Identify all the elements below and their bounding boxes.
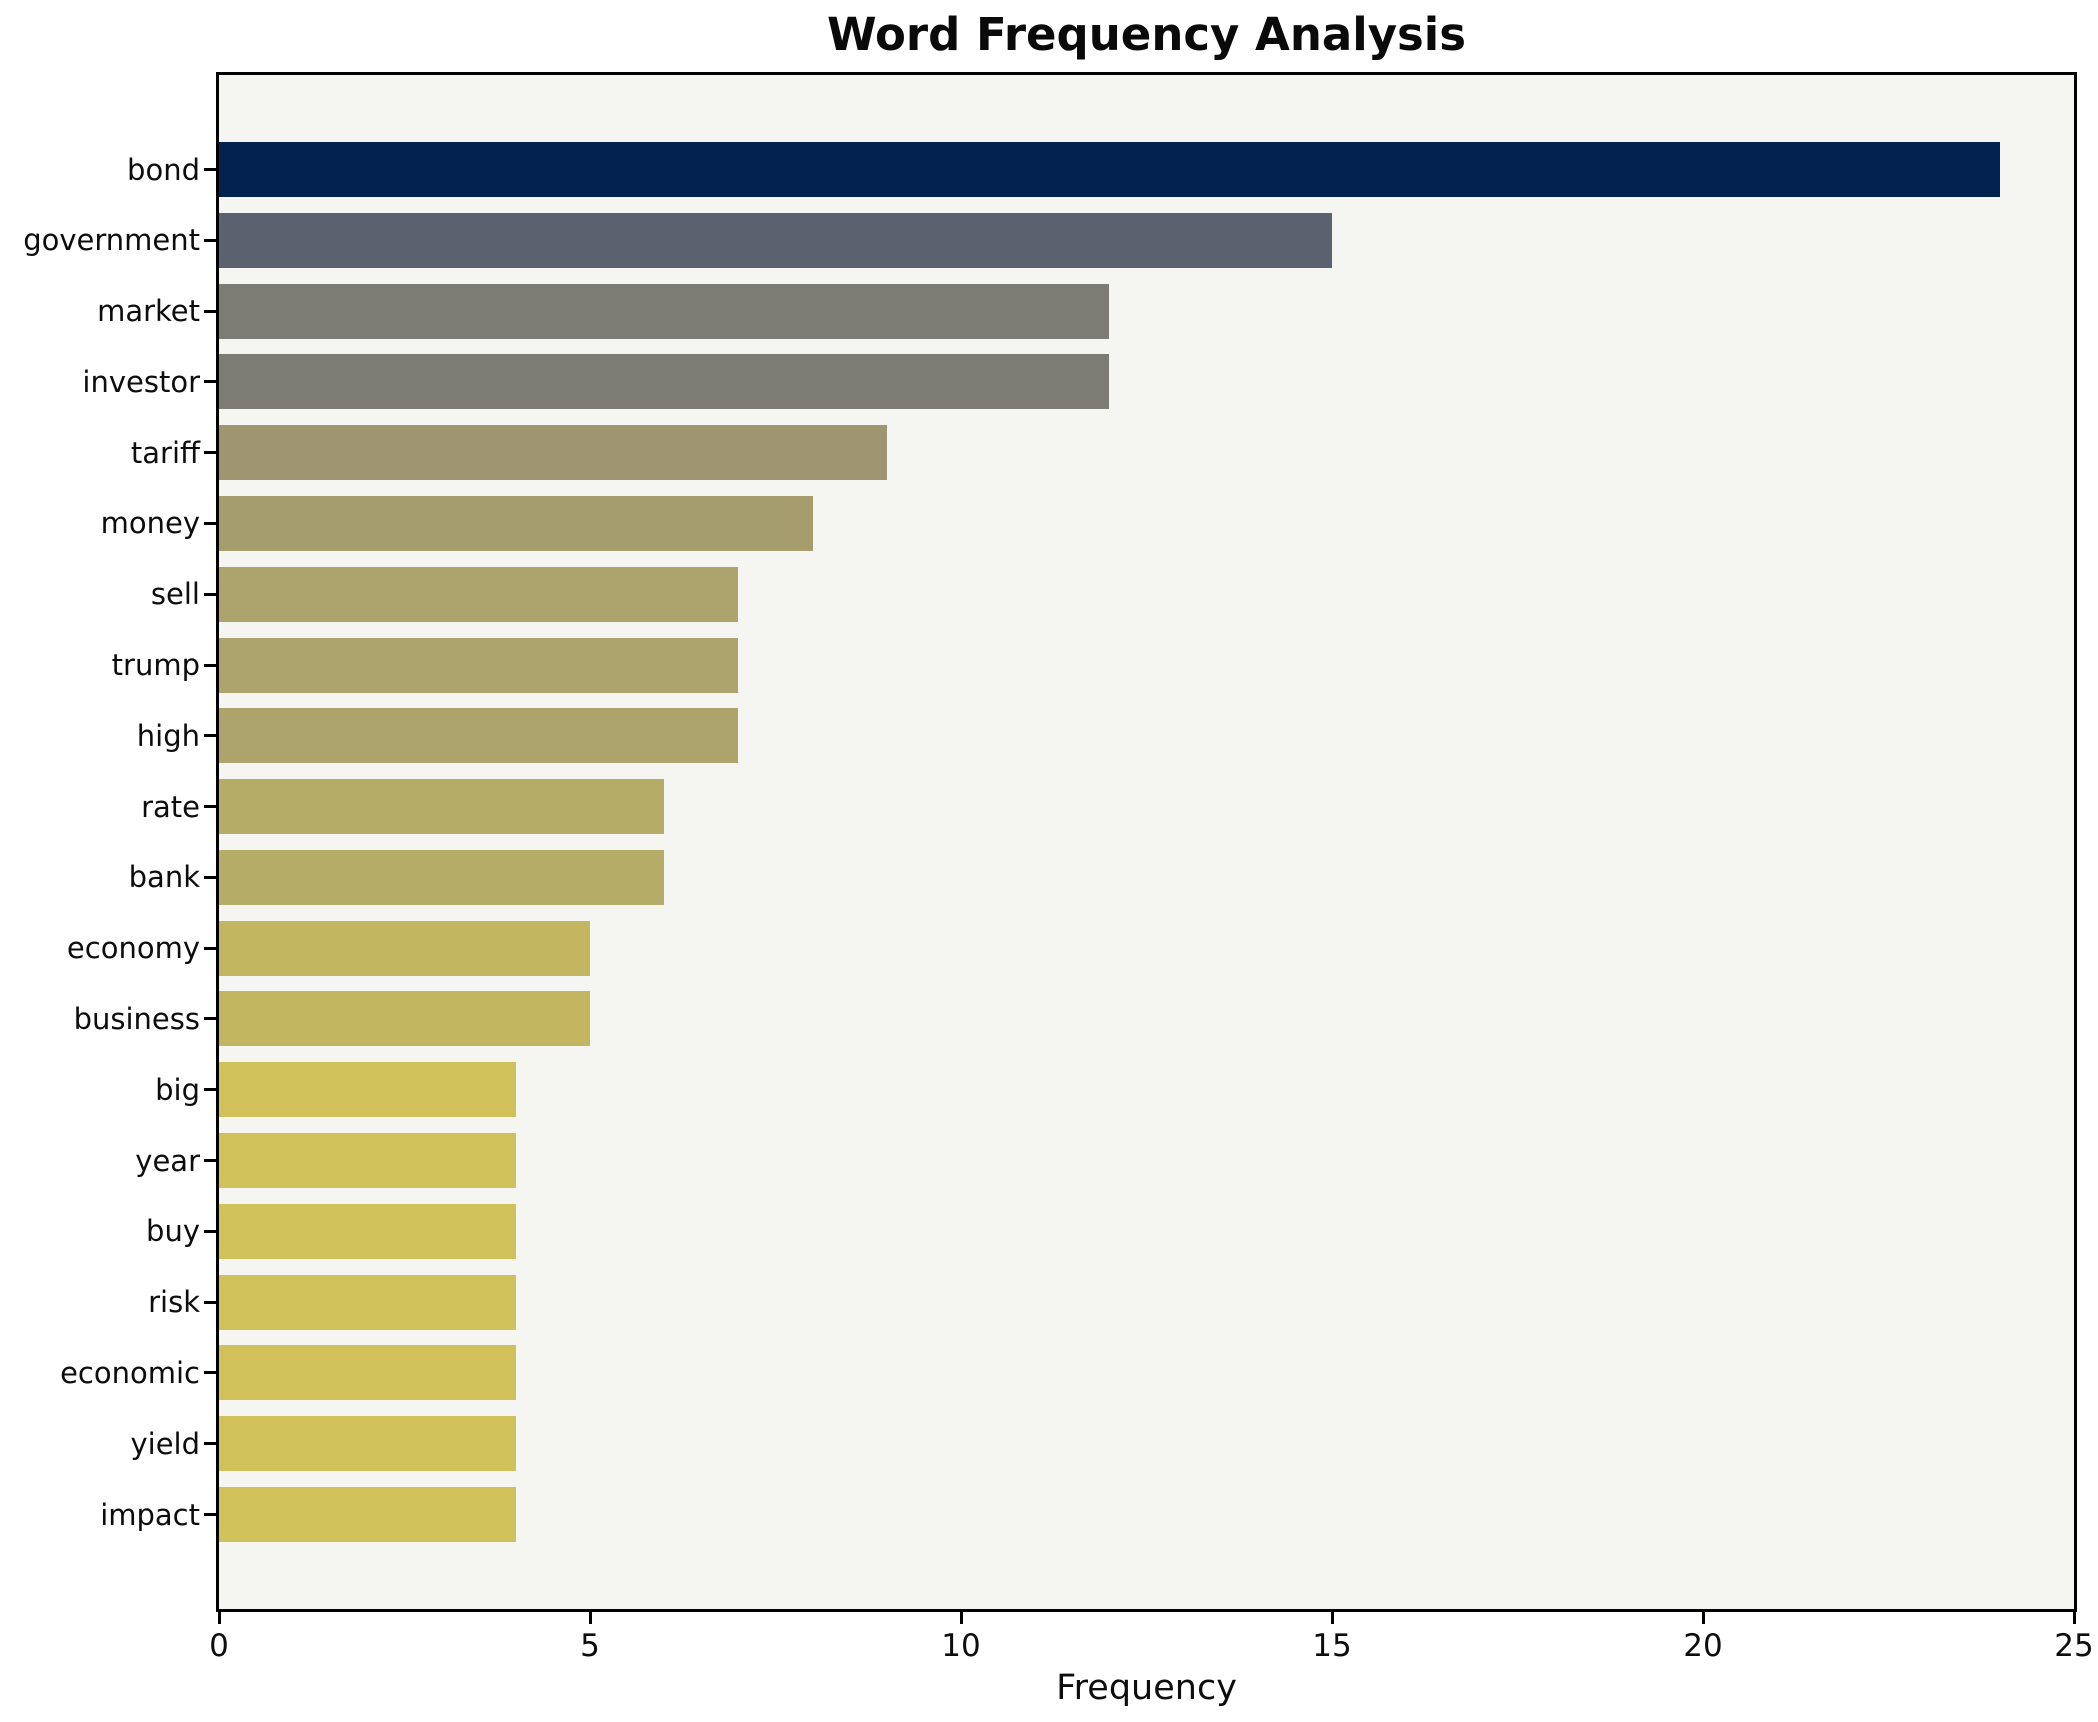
y-tick-label-bank: bank [128, 860, 200, 895]
y-tick-mark [204, 238, 216, 242]
y-tick-mark [204, 1513, 216, 1516]
x-tick-label-10: 10 [941, 1628, 981, 1664]
bar-bond [219, 142, 2000, 197]
bar-bank [219, 849, 665, 905]
bar-sell [219, 566, 739, 622]
y-tick-mark [204, 592, 216, 596]
y-tick-label-risk: risk [148, 1285, 200, 1320]
y-tick-label-business: business [73, 1001, 200, 1036]
y-tick-label-economic: economic [60, 1355, 200, 1390]
y-tick-label-high: high [136, 718, 200, 753]
bar-year [219, 1133, 516, 1189]
y-tick-mark [204, 521, 216, 525]
x-tick-label-15: 15 [1312, 1628, 1352, 1664]
x-tick-mark [2072, 1612, 2076, 1624]
bar-investor [219, 354, 1110, 410]
y-tick-mark [204, 1300, 216, 1304]
x-tick-mark [588, 1612, 592, 1624]
x-tick-mark [959, 1612, 963, 1624]
bar-yield [219, 1416, 516, 1472]
y-tick-mark [204, 380, 216, 384]
bar-government [219, 212, 1332, 268]
bar-market [219, 283, 1110, 339]
y-tick-label-bond: bond [127, 152, 200, 187]
y-tick-label-investor: investor [82, 364, 200, 399]
x-tick-label-0: 0 [209, 1628, 229, 1664]
bar-trump [219, 637, 739, 693]
y-tick-mark [204, 1088, 216, 1092]
x-tick-label-5: 5 [580, 1628, 600, 1664]
y-tick-mark [204, 309, 216, 313]
y-tick-mark [204, 875, 216, 879]
y-tick-label-buy: buy [146, 1214, 200, 1249]
bar-big [219, 1062, 516, 1118]
bar-rate [219, 779, 665, 835]
x-tick-label-25: 25 [2054, 1628, 2094, 1664]
y-tick-label-economy: economy [66, 931, 200, 966]
x-tick-label-20: 20 [1683, 1628, 1723, 1664]
y-tick-label-sell: sell [150, 577, 200, 612]
y-tick-label-big: big [155, 1072, 200, 1107]
bar-risk [219, 1274, 516, 1330]
y-tick-mark [204, 451, 216, 455]
y-tick-mark [204, 1442, 216, 1446]
y-tick-mark [204, 663, 216, 667]
y-tick-mark [204, 805, 216, 809]
chart-title: Word Frequency Analysis [826, 8, 1467, 61]
bar-high [219, 708, 739, 764]
bar-economy [219, 920, 590, 976]
y-tick-mark [204, 1371, 216, 1375]
bar-economic [219, 1345, 516, 1401]
y-tick-label-market: market [97, 294, 200, 329]
y-tick-label-rate: rate [141, 789, 200, 824]
bar-business [219, 991, 590, 1047]
y-tick-mark [204, 734, 216, 738]
x-axis-label: Frequency [1056, 1668, 1237, 1708]
x-tick-mark [1330, 1612, 1334, 1624]
bar-money [219, 495, 813, 551]
y-tick-mark [204, 1229, 216, 1233]
y-tick-mark [204, 946, 216, 950]
plot-area [216, 72, 2077, 1612]
y-tick-label-trump: trump [111, 648, 200, 683]
y-tick-label-year: year [135, 1143, 200, 1178]
y-tick-mark [204, 168, 216, 171]
y-tick-mark [204, 1159, 216, 1163]
bar-buy [219, 1203, 516, 1259]
bar-tariff [219, 425, 887, 481]
y-tick-mark [204, 1017, 216, 1021]
y-tick-label-money: money [100, 506, 200, 541]
x-tick-mark [217, 1612, 221, 1624]
bar-impact [219, 1487, 516, 1542]
y-tick-label-impact: impact [100, 1497, 200, 1532]
y-tick-label-government: government [23, 223, 200, 258]
x-tick-mark [1701, 1612, 1705, 1624]
y-tick-label-yield: yield [130, 1426, 200, 1461]
y-tick-label-tariff: tariff [130, 435, 200, 470]
